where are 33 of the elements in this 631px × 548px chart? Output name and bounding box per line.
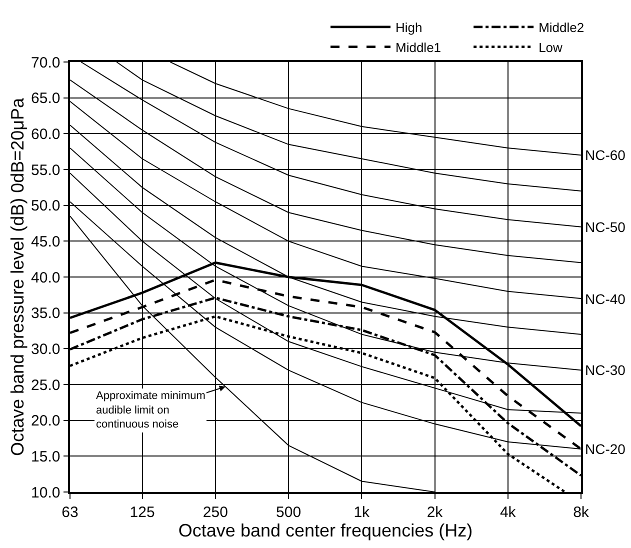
series-label: NC-40 <box>585 291 626 307</box>
x-tick-label: 125 <box>130 504 155 521</box>
x-tick-label: 250 <box>202 504 228 521</box>
series-label: NC-30 <box>585 362 626 378</box>
x-axis-title: Octave band center frequencies (Hz) <box>178 520 473 541</box>
legend-label: Middle2 <box>538 20 584 36</box>
y-tick-label: 70.0 <box>31 54 60 72</box>
x-tick-label: 1k <box>354 504 370 521</box>
series-label: NC-60 <box>585 147 626 163</box>
series-label: NC-50 <box>585 219 626 235</box>
y-tick-label: 15.0 <box>31 448 60 466</box>
series-label: NC-20 <box>585 441 626 457</box>
y-tick-label: 30.0 <box>31 340 60 358</box>
y-tick-label: 45.0 <box>31 233 60 250</box>
annotation: Approximate minimum audible limit on continuous noise <box>96 390 206 431</box>
x-tick-label: 63 <box>62 504 78 521</box>
y-tick-label: 35.0 <box>31 305 60 322</box>
y-tick-label: 50.0 <box>31 198 60 215</box>
legend-label: High <box>396 20 422 36</box>
x-tick-label: 4k <box>500 504 516 521</box>
y-tick-label: 55.0 <box>31 162 60 179</box>
y-tick-label: 65.0 <box>31 90 60 108</box>
y-tick-label: 10.0 <box>31 484 60 502</box>
y-tick-label: 20.0 <box>31 412 60 430</box>
y-tick-label: 40.0 <box>31 269 60 286</box>
x-tick-label: 2k <box>426 504 444 521</box>
x-tick-label: 500 <box>276 504 302 521</box>
legend-label: Low <box>538 40 564 55</box>
x-tick-label: 8k <box>573 504 590 521</box>
y-tick-label: 25.0 <box>31 376 60 394</box>
y-axis-title: Octave band pressure level (dB) 0dB=20μPa <box>8 96 28 456</box>
y-tick-label: 60.0 <box>31 126 60 143</box>
legend-label: Middle1 <box>396 40 442 55</box>
